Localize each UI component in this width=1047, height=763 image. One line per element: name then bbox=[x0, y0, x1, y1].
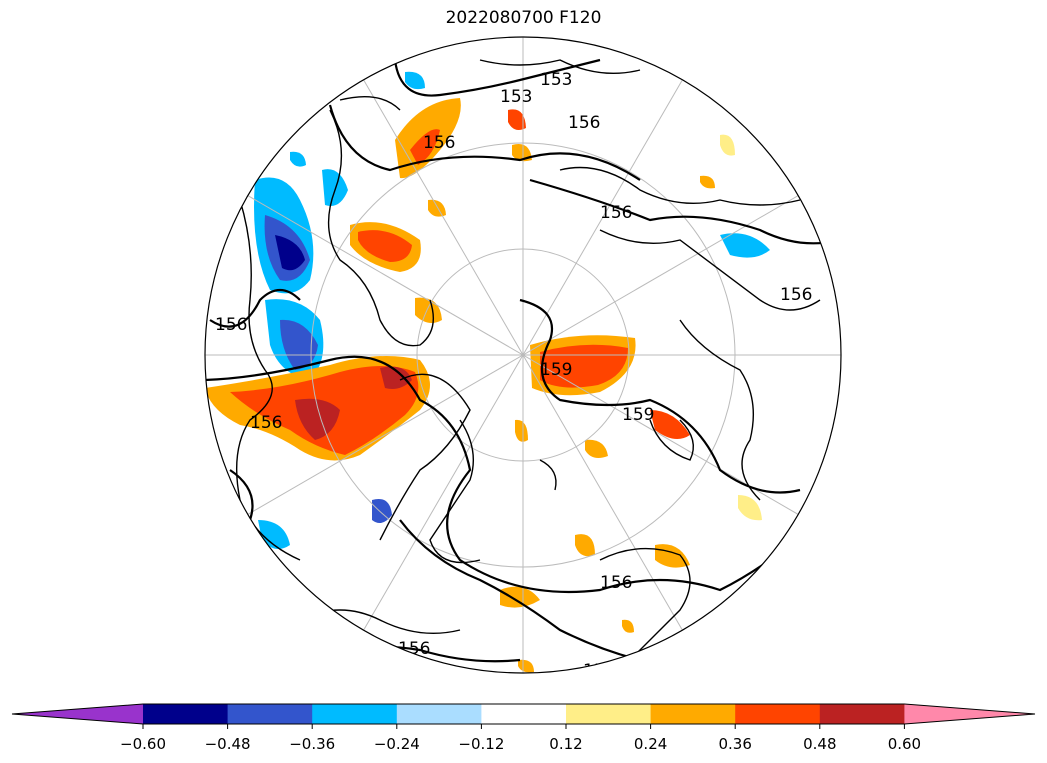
contour-label: 156 bbox=[215, 315, 247, 335]
colorbar-tick-label: 0.48 bbox=[803, 735, 836, 753]
colorbar: −0.60 −0.48 −0.36 −0.24 −0.12 0.12 0.24 0.36 0.4… bbox=[11, 703, 1036, 753]
colorbar-tick-label: −0.24 bbox=[374, 735, 420, 753]
coastlines bbox=[236, 59, 821, 661]
pos-anomaly-region bbox=[700, 175, 715, 189]
map-disc: 153 153 156 156 156 156 156 159 159 156 … bbox=[205, 37, 841, 673]
colorbar-tick-label: −0.36 bbox=[289, 735, 335, 753]
contour-label: 153 bbox=[540, 70, 572, 90]
pos-anomaly-region bbox=[380, 366, 412, 389]
pos-anomaly-region bbox=[415, 297, 442, 324]
graticule bbox=[205, 37, 841, 673]
contour-label: 156 bbox=[780, 285, 812, 305]
colorbar-bin bbox=[735, 704, 821, 724]
colorbar-bin bbox=[650, 704, 736, 724]
colorbar-bin bbox=[396, 704, 482, 724]
pos-anomaly-region bbox=[428, 199, 446, 217]
colorbar-bin bbox=[566, 704, 652, 724]
contour-label: 153 bbox=[500, 87, 532, 107]
colorbar-tick-label: 0.36 bbox=[718, 735, 751, 753]
contour-label: 156 bbox=[568, 113, 600, 133]
pos-anomaly-region bbox=[720, 134, 735, 156]
neg-anomaly-region bbox=[322, 169, 348, 206]
contour-label: 156 bbox=[600, 573, 632, 593]
pos-anomaly-region bbox=[515, 419, 528, 442]
map-title: 2022080700 F120 bbox=[445, 8, 602, 28]
pos-anomaly-region bbox=[655, 544, 690, 568]
pos-anomaly-region bbox=[358, 230, 412, 262]
colorbar-extend-high bbox=[904, 704, 1035, 724]
neg-anomaly-region bbox=[405, 71, 425, 90]
colorbar-bin bbox=[312, 704, 398, 724]
map-boundary bbox=[204, 36, 842, 674]
contour-label: 156 bbox=[423, 133, 455, 153]
pos-anomaly-region bbox=[585, 439, 608, 458]
neg-anomaly-region bbox=[280, 319, 318, 370]
colorbar-tick-label: 0.12 bbox=[549, 735, 582, 753]
contour-label: 159 bbox=[622, 405, 654, 425]
colorbar-bin bbox=[227, 704, 313, 724]
colorbar-tick-label: 0.24 bbox=[634, 735, 667, 753]
colorbar-tick-label: 0.60 bbox=[888, 735, 921, 753]
pos-anomaly-region bbox=[650, 410, 690, 439]
colorbar-bin bbox=[819, 704, 905, 724]
pos-anomaly-region bbox=[575, 534, 595, 557]
pos-anomaly-region bbox=[738, 495, 762, 521]
neg-anomaly-region bbox=[275, 235, 305, 271]
colorbar-tick-label: −0.12 bbox=[458, 735, 504, 753]
contour-labels: 153 153 156 156 156 156 156 159 159 156 … bbox=[215, 70, 812, 673]
pos-anomaly-region bbox=[508, 109, 526, 130]
colorbar-extend-low bbox=[12, 704, 143, 724]
contour-label: 156 bbox=[250, 413, 282, 433]
contour-label: 159 bbox=[540, 360, 572, 380]
colorbar-tick-label: −0.60 bbox=[120, 735, 166, 753]
pos-anomaly-region bbox=[622, 619, 634, 633]
colorbar-bin bbox=[481, 704, 567, 724]
neg-anomaly-region bbox=[290, 151, 306, 167]
pos-anomaly-region bbox=[500, 586, 540, 608]
colorbar-bin bbox=[143, 704, 229, 724]
contour-label: 156 bbox=[600, 203, 632, 223]
pos-anomaly-region bbox=[410, 129, 440, 165]
neg-anomaly-region bbox=[720, 233, 770, 258]
colorbar-tick-label: −0.48 bbox=[205, 735, 251, 753]
pos-anomaly-region bbox=[295, 398, 340, 440]
pos-anomaly-region bbox=[518, 659, 534, 673]
